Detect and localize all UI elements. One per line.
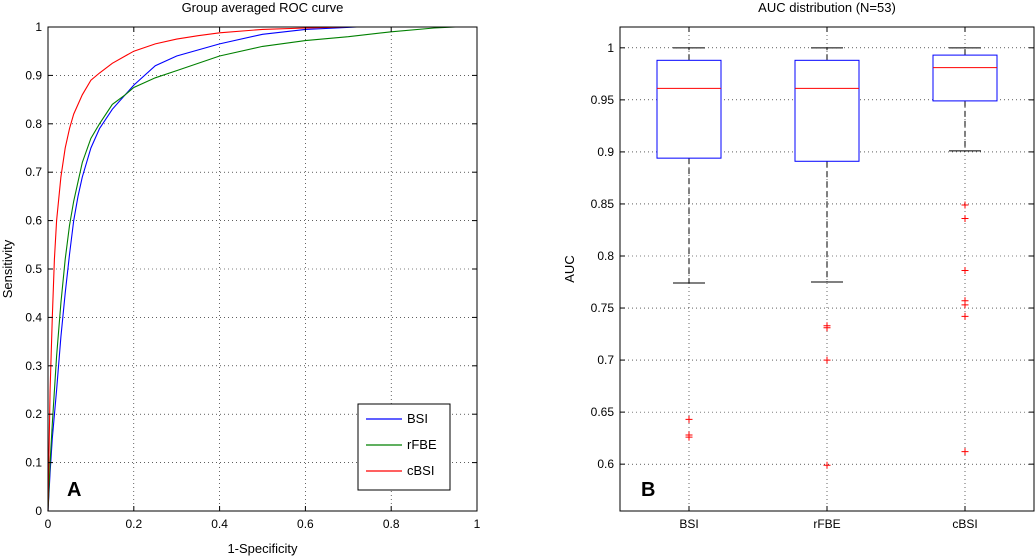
roc-line-bsi [47, 26, 357, 512]
y-tick-label: 1 [35, 20, 42, 34]
outlier-marker [961, 201, 969, 209]
y-axis-label: AUC [562, 255, 577, 282]
x-tick-label: 0.6 [297, 517, 314, 531]
x-tick-label: 1 [474, 517, 481, 531]
y-axis-label: Sensitivity [0, 239, 15, 298]
x-tick-label: BSI [679, 517, 698, 531]
roc-line-rfbe [47, 26, 456, 512]
panel-label-a: A [67, 479, 81, 501]
outlier-marker [961, 301, 969, 309]
x-tick-label: cBSI [952, 517, 977, 531]
y-tick-label: 0.8 [597, 249, 614, 263]
legend: BSI rFBE cBSI [357, 403, 451, 491]
iqr-box [932, 54, 998, 102]
x-tick-label: 0.8 [383, 517, 400, 531]
y-tick-label: 0.9 [25, 68, 42, 82]
x-axis-label: 1-Specificity [227, 541, 298, 556]
y-tick-label: 0.5 [25, 262, 42, 276]
x-tick-label: 0.2 [125, 517, 142, 531]
x-tick-label: 0 [45, 517, 52, 531]
y-tick-label: 0.7 [597, 353, 614, 367]
iqr-box [794, 59, 860, 162]
y-tick-label: 0.9 [597, 145, 614, 159]
legend-label-cbsi: cBSI [407, 463, 434, 478]
y-tick-label: 0.7 [25, 165, 42, 179]
y-tick-label: 0.4 [25, 310, 42, 324]
y-tick-label: 0.65 [591, 405, 615, 419]
outlier-marker [961, 215, 969, 223]
outlier-marker [685, 415, 693, 423]
y-tick-label: 0.85 [591, 197, 615, 211]
y-tick-label: 1 [607, 41, 614, 55]
outlier-marker [961, 448, 969, 456]
y-tick-label: 0.3 [25, 359, 42, 373]
outlier-marker [961, 267, 969, 275]
outlier-marker [685, 433, 693, 441]
outlier-marker [823, 324, 831, 332]
y-tick-label: 0.75 [591, 301, 615, 315]
iqr-box [656, 59, 722, 159]
y-tick-label: 0.1 [25, 456, 42, 470]
legend-box [357, 403, 451, 491]
y-tick-label: 0.95 [591, 93, 615, 107]
panel-label-b: B [641, 479, 655, 501]
chart-title: Group averaged ROC curve [182, 0, 344, 15]
chart-title: AUC distribution (N=53) [758, 0, 896, 15]
x-tick-label: 0.4 [211, 517, 228, 531]
y-tick-label: 0 [35, 504, 42, 518]
roc-chart: 0 0.2 0.4 0.6 0.8 1 0 0.1 0.2 0.3 0.4 0.5 0.6 0.7 0.8 0… [0, 0, 481, 556]
y-tick-label: 0.6 [597, 457, 614, 471]
y-tick-label: 0.8 [25, 117, 42, 131]
y-tick-label: 0.6 [25, 214, 42, 228]
legend-label-rfbe: rFBE [407, 437, 437, 452]
outlier-marker [823, 356, 831, 364]
outlier-marker [961, 312, 969, 320]
box-group-bsi [656, 47, 722, 441]
box-group-rfbe [794, 47, 860, 469]
legend-label-bsi: BSI [407, 411, 428, 426]
x-tick-label: rFBE [813, 517, 840, 531]
y-tick-label: 0.2 [25, 407, 42, 421]
outlier-marker [823, 461, 831, 469]
box-group-cbsi [932, 47, 998, 456]
roc-line-cbsi [47, 26, 349, 512]
auc-boxplot-chart: BSI rFBE cBSI 0.6 0.65 0.7 0.75 0.8 0.85 0.9 0.95 1… [562, 0, 1035, 531]
